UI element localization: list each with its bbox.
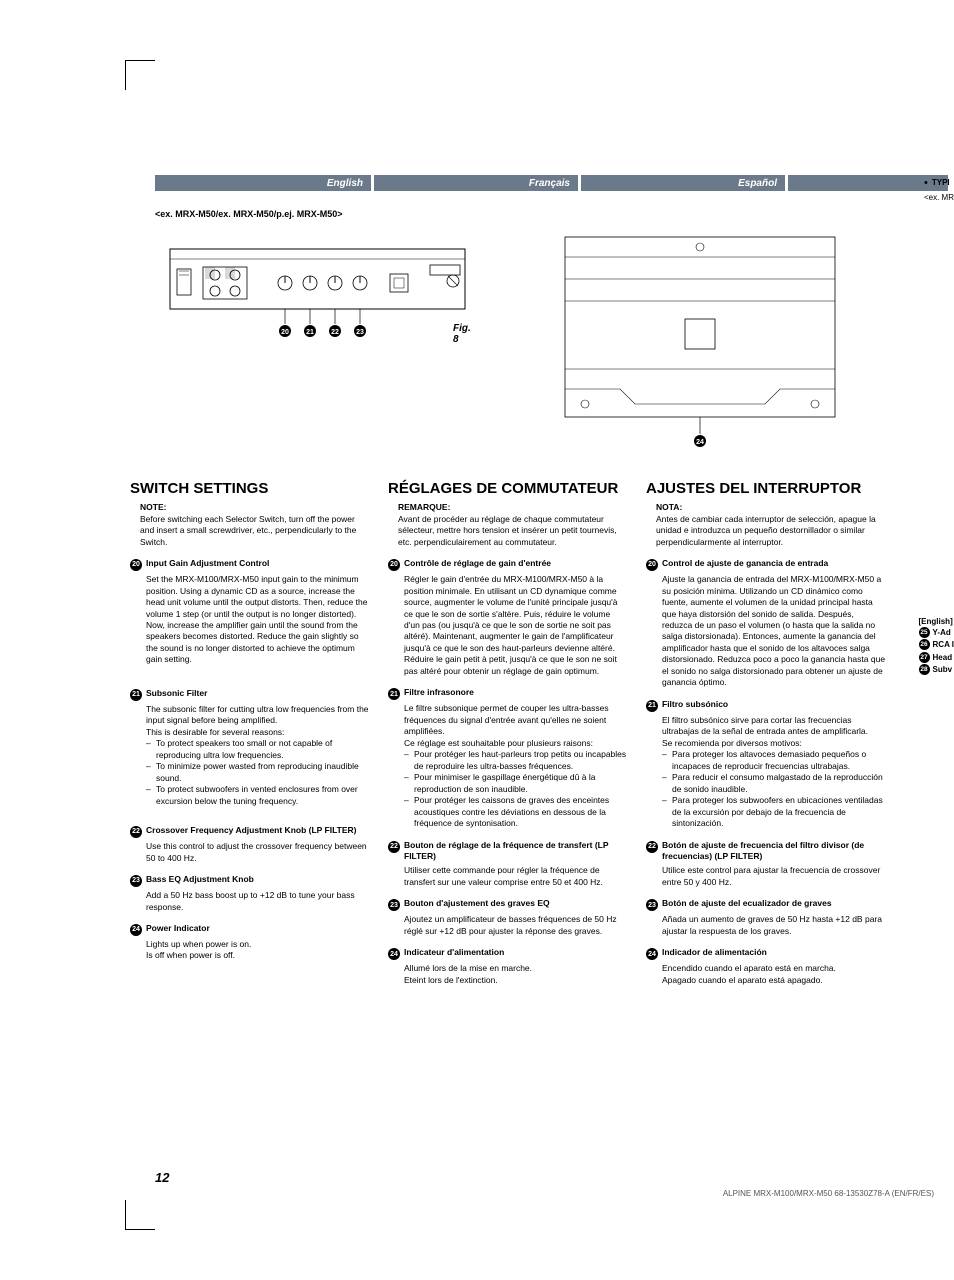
num-21-icon-es: 21	[646, 700, 658, 712]
en-s21-title: Subsonic Filter	[146, 688, 207, 699]
model-subtitle: <ex. MRX-M50/ex. MRX-M50/p.ej. MRX-M50>	[155, 209, 954, 219]
num-23-icon: 23	[130, 875, 142, 887]
column-english: SWITCH SETTINGS NOTE: Before switching e…	[130, 479, 370, 996]
en-s24-body: Lights up when power is on. Is off when …	[146, 939, 370, 962]
num-22-icon-es: 22	[646, 841, 658, 853]
figure-label: Fig. 8	[453, 323, 475, 345]
crop-mark-bottom	[125, 1200, 155, 1230]
en-s23-body: Add a 50 Hz bass boost up to +12 dB to t…	[146, 890, 370, 913]
lang-espanol: Español	[581, 175, 785, 191]
en-s24-title: Power Indicator	[146, 923, 210, 934]
en-s20-body: Set the MRX-M100/MRX-M50 input gain to t…	[146, 574, 370, 666]
svg-text:24: 24	[696, 439, 704, 446]
svg-text:22: 22	[331, 329, 339, 336]
fr-s21-body: Le filtre subsonique permet de couper le…	[404, 703, 628, 829]
es-s22-title: Botón de ajuste de frecuencia del filtro…	[662, 840, 886, 863]
note-label-fr: REMARQUE:	[398, 502, 450, 512]
language-bar: English Français Español	[155, 175, 954, 191]
fr-s20-body: Régler le gain d'entrée du MRX-M100/MRX-…	[404, 574, 628, 677]
fr-s23-body: Ajoutez un amplificateur de basses fréqu…	[404, 914, 628, 937]
diagram-fig8: 20 21 22 23 Fig. 8	[155, 229, 475, 369]
num-23-icon-fr: 23	[388, 899, 400, 911]
title-en: SWITCH SETTINGS	[130, 479, 370, 499]
svg-text:20: 20	[281, 329, 289, 336]
note-label-en: NOTE:	[140, 502, 166, 512]
num-24-icon-es: 24	[646, 948, 658, 960]
fr-s23-title: Bouton d'ajustement des graves EQ	[404, 898, 550, 909]
es-s23-title: Botón de ajuste del ecualizador de grave…	[662, 898, 832, 909]
num-20-icon: 20	[130, 559, 142, 571]
es-s21-body: El filtro subsónico sirve para cortar la…	[662, 715, 886, 830]
num-23-icon-es: 23	[646, 899, 658, 911]
es-s21-title: Filtro subsónico	[662, 699, 728, 710]
en-s23-title: Bass EQ Adjustment Knob	[146, 874, 254, 885]
es-s22-body: Utilice este control para ajustar la fre…	[662, 865, 886, 888]
lang-english: English	[155, 175, 371, 191]
svg-text:21: 21	[306, 329, 314, 336]
note-text-es: Antes de cambiar cada interruptor de sel…	[656, 514, 886, 548]
column-espanol: AJUSTES DEL INTERRUPTOR NOTA: Antes de c…	[646, 479, 886, 996]
es-s20-title: Control de ajuste de ganancia de entrada	[662, 558, 828, 569]
lang-francais: Français	[374, 175, 578, 191]
fr-s20-title: Contrôle de réglage de gain d'entrée	[404, 558, 551, 569]
column-francais: RÉGLAGES DE COMMUTATEUR REMARQUE: Avant …	[388, 479, 628, 996]
note-text-fr: Avant de procéder au réglage de chaque c…	[398, 514, 628, 548]
num-22-icon-fr: 22	[388, 841, 400, 853]
title-es: AJUSTES DEL INTERRUPTOR	[646, 479, 886, 499]
fr-s22-body: Utiliser cette commande pour régler la f…	[404, 865, 628, 888]
fr-s21-title: Filtre infrasonore	[404, 687, 474, 698]
title-fr: RÉGLAGES DE COMMUTATEUR	[388, 479, 628, 499]
num-24-icon-fr: 24	[388, 948, 400, 960]
fr-s24-title: Indicateur d'alimentation	[404, 947, 504, 958]
amplifier-top-icon: 24	[555, 229, 855, 449]
side-cutoff-lower: [English] 25Y-Ad 26RCA I 27Head 28Subv	[919, 616, 954, 676]
en-s21-body: The subsonic filter for cutting ultra lo…	[146, 704, 370, 807]
en-s20-title: Input Gain Adjustment Control	[146, 558, 269, 569]
num-24-icon: 24	[130, 924, 142, 936]
num-21-icon-fr: 21	[388, 688, 400, 700]
es-s24-title: Indicador de alimentación	[662, 947, 767, 958]
num-20-icon-es: 20	[646, 559, 658, 571]
page-number: 12	[155, 1170, 169, 1185]
svg-text:23: 23	[356, 329, 364, 336]
num-21-icon: 21	[130, 689, 142, 701]
en-s22-title: Crossover Frequency Adjustment Knob (LP …	[146, 825, 356, 836]
fr-s24-body: Allumé lors de la mise en marche. Eteint…	[404, 963, 628, 986]
side-cutoff-upper: •TYPI <ex. MR	[924, 175, 954, 204]
es-s23-body: Añada un aumento de graves de 50 Hz hast…	[662, 914, 886, 937]
en-s22-body: Use this control to adjust the crossover…	[146, 841, 370, 864]
es-s20-body: Ajuste la ganancia de entrada del MRX-M1…	[662, 574, 886, 689]
crop-mark-top	[125, 60, 155, 90]
note-text-en: Before switching each Selector Switch, t…	[140, 514, 370, 548]
diagram-top-view: 24	[555, 229, 855, 449]
amplifier-diagram-icon: 20 21 22 23	[155, 229, 475, 369]
num-20-icon-fr: 20	[388, 559, 400, 571]
note-label-es: NOTA:	[656, 502, 682, 512]
fr-s22-title: Bouton de réglage de la fréquence de tra…	[404, 840, 628, 863]
es-s24-body: Encendido cuando el aparato está en marc…	[662, 963, 886, 986]
footer-text: ALPINE MRX-M100/MRX-M50 68-13530Z78-A (E…	[723, 1189, 934, 1198]
num-22-icon: 22	[130, 826, 142, 838]
